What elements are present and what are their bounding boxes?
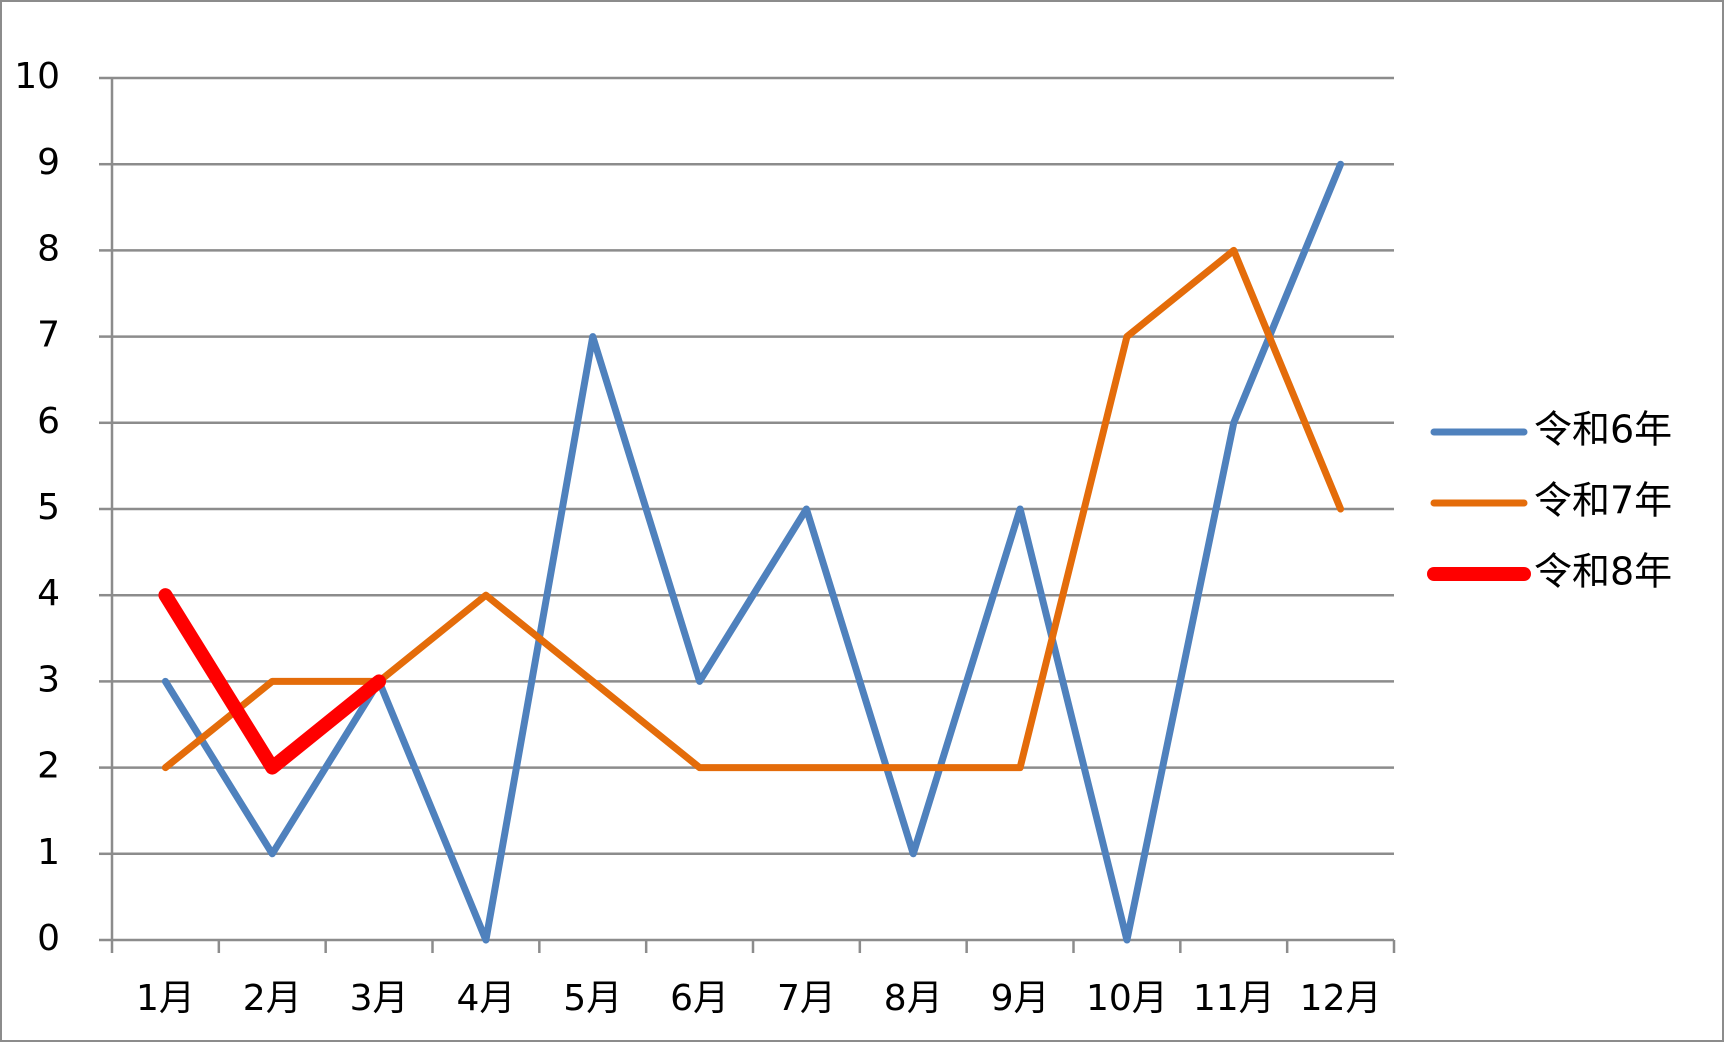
y-tick-label: 6 [37,401,60,442]
x-tick-label: 8月 [884,978,943,1019]
y-tick-label: 2 [37,746,60,787]
y-tick-label: 7 [37,315,60,356]
legend-label: 令和6年 [1534,408,1672,452]
y-tick-label: 5 [37,487,60,528]
y-tick-label: 10 [14,56,60,97]
series-line [161,160,1345,944]
legend-label: 令和7年 [1534,479,1672,523]
x-tick-label: 3月 [350,978,409,1019]
x-tick-label: 1月 [136,978,195,1019]
y-tick-label: 1 [37,832,60,873]
y-tick-label: 9 [37,142,60,183]
x-tick-label: 2月 [243,978,302,1019]
y-tick-label: 0 [37,918,60,959]
series-line [158,588,387,775]
x-tick-label: 11月 [1193,978,1275,1019]
x-tick-label: 4月 [456,978,515,1019]
y-tick-label: 3 [37,659,60,700]
y-tick-label: 8 [37,228,60,269]
legend-label: 令和8年 [1534,550,1672,594]
x-tick-label: 10月 [1086,978,1168,1019]
y-tick-label: 4 [37,573,60,614]
x-tick-label: 9月 [991,978,1050,1019]
x-tick-label: 12月 [1300,978,1382,1019]
x-tick-label: 6月 [670,978,729,1019]
series-line [161,246,1345,772]
x-tick-label: 7月 [777,978,836,1019]
x-tick-label: 5月 [563,978,622,1019]
